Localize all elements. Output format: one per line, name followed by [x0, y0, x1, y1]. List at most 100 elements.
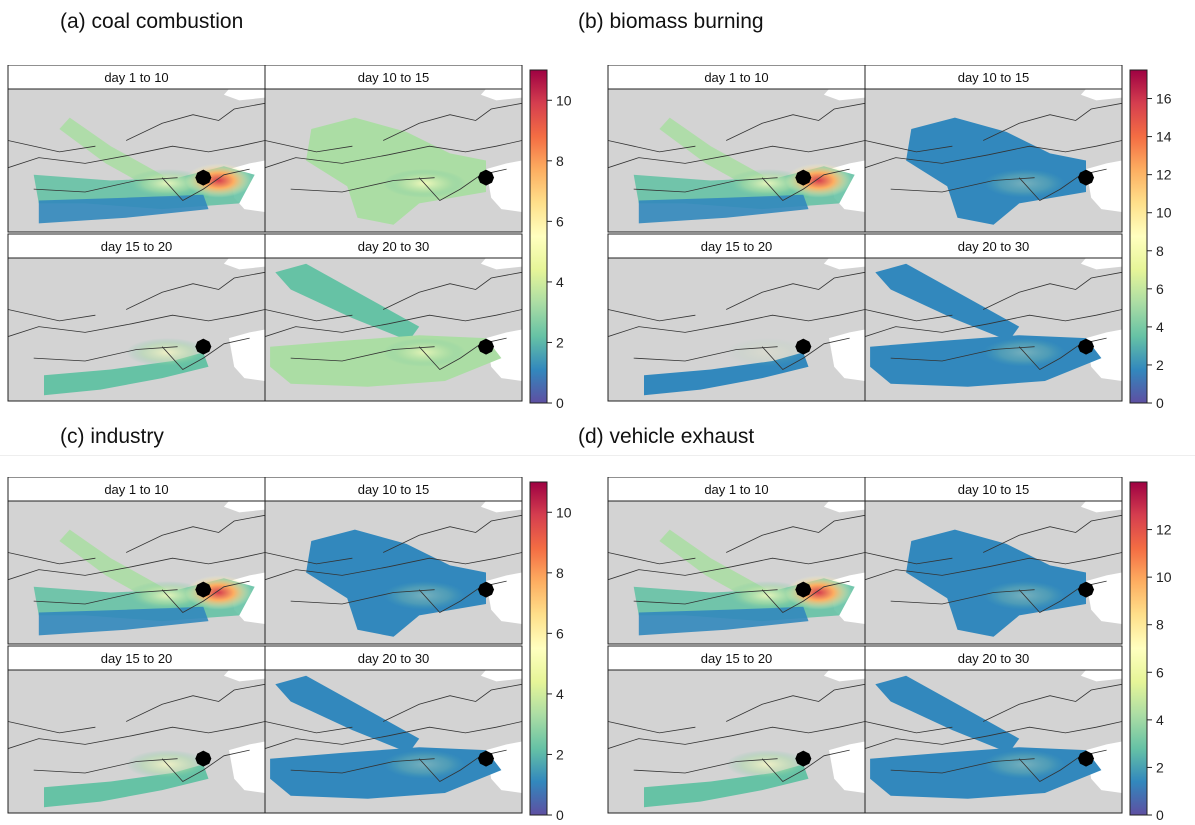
country-border: [761, 749, 850, 783]
trajectory-plume: [59, 529, 209, 610]
country-border: [761, 580, 850, 614]
facet-panel: day 20 to 30: [264, 645, 523, 814]
country-border: [33, 346, 178, 362]
trajectory-plume: [275, 263, 420, 341]
country-border: [865, 309, 953, 322]
country-border: [633, 346, 778, 362]
colorbar-tick-label: 8: [556, 153, 564, 169]
trajectory-plume: [875, 675, 1020, 753]
facet-panel: day 10 to 15: [864, 477, 1123, 645]
facet-label: day 1 to 10: [104, 482, 168, 497]
figure-title-b: (b) biomass burning: [578, 10, 764, 33]
country-border: [383, 271, 522, 310]
country-border: [761, 337, 850, 371]
sea-area: [480, 501, 522, 513]
country-border: [983, 271, 1122, 310]
country-border: [33, 758, 178, 774]
facet-strip: [864, 477, 1123, 502]
colorbar: [529, 481, 548, 816]
country-border: [161, 580, 250, 614]
country-border: [126, 683, 265, 722]
receptor-site-marker: [478, 750, 495, 767]
facet-strip: [264, 645, 523, 671]
sea-area: [1080, 670, 1122, 682]
colorbar-tick-label: 2: [556, 746, 564, 762]
country-border: [290, 346, 435, 362]
colorbar-tick-label: 2: [1156, 357, 1164, 373]
facet-label: day 10 to 15: [958, 482, 1030, 497]
figure-b-heatmap: day 1 to 10 day 10 to 15 day 15 to 20 day 2…: [607, 65, 1172, 410]
colorbar-tick-label: 6: [1156, 281, 1164, 297]
facet-panel: day 15 to 20: [7, 233, 266, 402]
facet-panel: day 10 to 15: [264, 65, 523, 233]
colorbar-tick-label: 0: [556, 395, 564, 410]
sea-area: [829, 741, 865, 793]
facet-strip: [264, 65, 523, 90]
country-border: [726, 683, 865, 722]
sea-area: [1080, 501, 1122, 513]
figure-title-c: (c) industry: [60, 425, 164, 448]
sea-area: [486, 329, 522, 381]
country-border: [608, 721, 865, 749]
colorbar-tick-label: 6: [556, 625, 564, 641]
facet-label: day 20 to 30: [358, 239, 430, 254]
sea-area: [480, 89, 522, 101]
country-border: [865, 552, 1122, 581]
trajectory-plume: [638, 606, 809, 636]
facet-strip: [864, 65, 1123, 90]
receptor-site-marker: [1078, 581, 1095, 598]
concentration-hotspot: [785, 575, 853, 610]
sea-area: [223, 258, 265, 270]
facet-panel: day 1 to 10: [607, 65, 866, 233]
trajectory-plume: [906, 117, 1086, 225]
country-border: [33, 177, 178, 193]
map-frame: [264, 88, 523, 233]
sea-area: [1086, 160, 1122, 212]
sea-area: [223, 501, 265, 513]
colorbar-tick-label: 6: [556, 213, 564, 229]
colorbar-tick-label: 0: [556, 807, 564, 822]
facet-label: day 15 to 20: [701, 239, 773, 254]
colorbar-tick-label: 16: [1156, 91, 1172, 107]
country-border: [983, 683, 1122, 722]
receptor-site-marker: [195, 750, 212, 767]
country-border: [608, 552, 865, 581]
facet-panel: day 1 to 10: [7, 65, 266, 233]
facet-panel: day 20 to 30: [864, 233, 1123, 402]
country-border: [8, 309, 96, 322]
country-border: [608, 309, 865, 337]
colorbar-tick-label: 6: [1156, 664, 1164, 680]
facet-label: day 1 to 10: [704, 482, 768, 497]
country-border: [126, 514, 265, 553]
country-border: [726, 102, 865, 141]
sea-area: [823, 501, 865, 513]
facet-panel: day 10 to 15: [264, 477, 523, 645]
facet-panel: day 20 to 30: [864, 645, 1123, 814]
country-border: [865, 721, 953, 734]
country-border: [126, 271, 265, 310]
facet-strip: [7, 233, 266, 259]
trajectory-plume: [306, 529, 486, 637]
country-border: [265, 309, 522, 337]
sea-area: [1086, 572, 1122, 624]
trajectory-plume: [659, 529, 809, 610]
facet-label: day 20 to 30: [958, 239, 1030, 254]
facet-panel: day 1 to 10: [7, 477, 266, 645]
map-frame: [264, 257, 523, 402]
facet-strip: [7, 65, 266, 90]
sea-area: [223, 670, 265, 682]
colorbar-tick-label: 12: [1156, 522, 1172, 538]
country-border: [865, 140, 1122, 169]
map-frame: [864, 257, 1123, 402]
facet-panel: day 15 to 20: [607, 645, 866, 814]
colorbar-tick-label: 4: [1156, 712, 1164, 728]
country-border: [633, 589, 778, 605]
receptor-site-marker: [1078, 750, 1095, 767]
colorbar-tick-label: 10: [556, 92, 572, 108]
trajectory-plume: [38, 194, 209, 224]
receptor-site-marker: [478, 581, 495, 598]
facet-label: day 1 to 10: [704, 70, 768, 85]
colorbar: [529, 69, 548, 404]
country-border: [983, 102, 1122, 141]
facet-label: day 10 to 15: [358, 70, 430, 85]
